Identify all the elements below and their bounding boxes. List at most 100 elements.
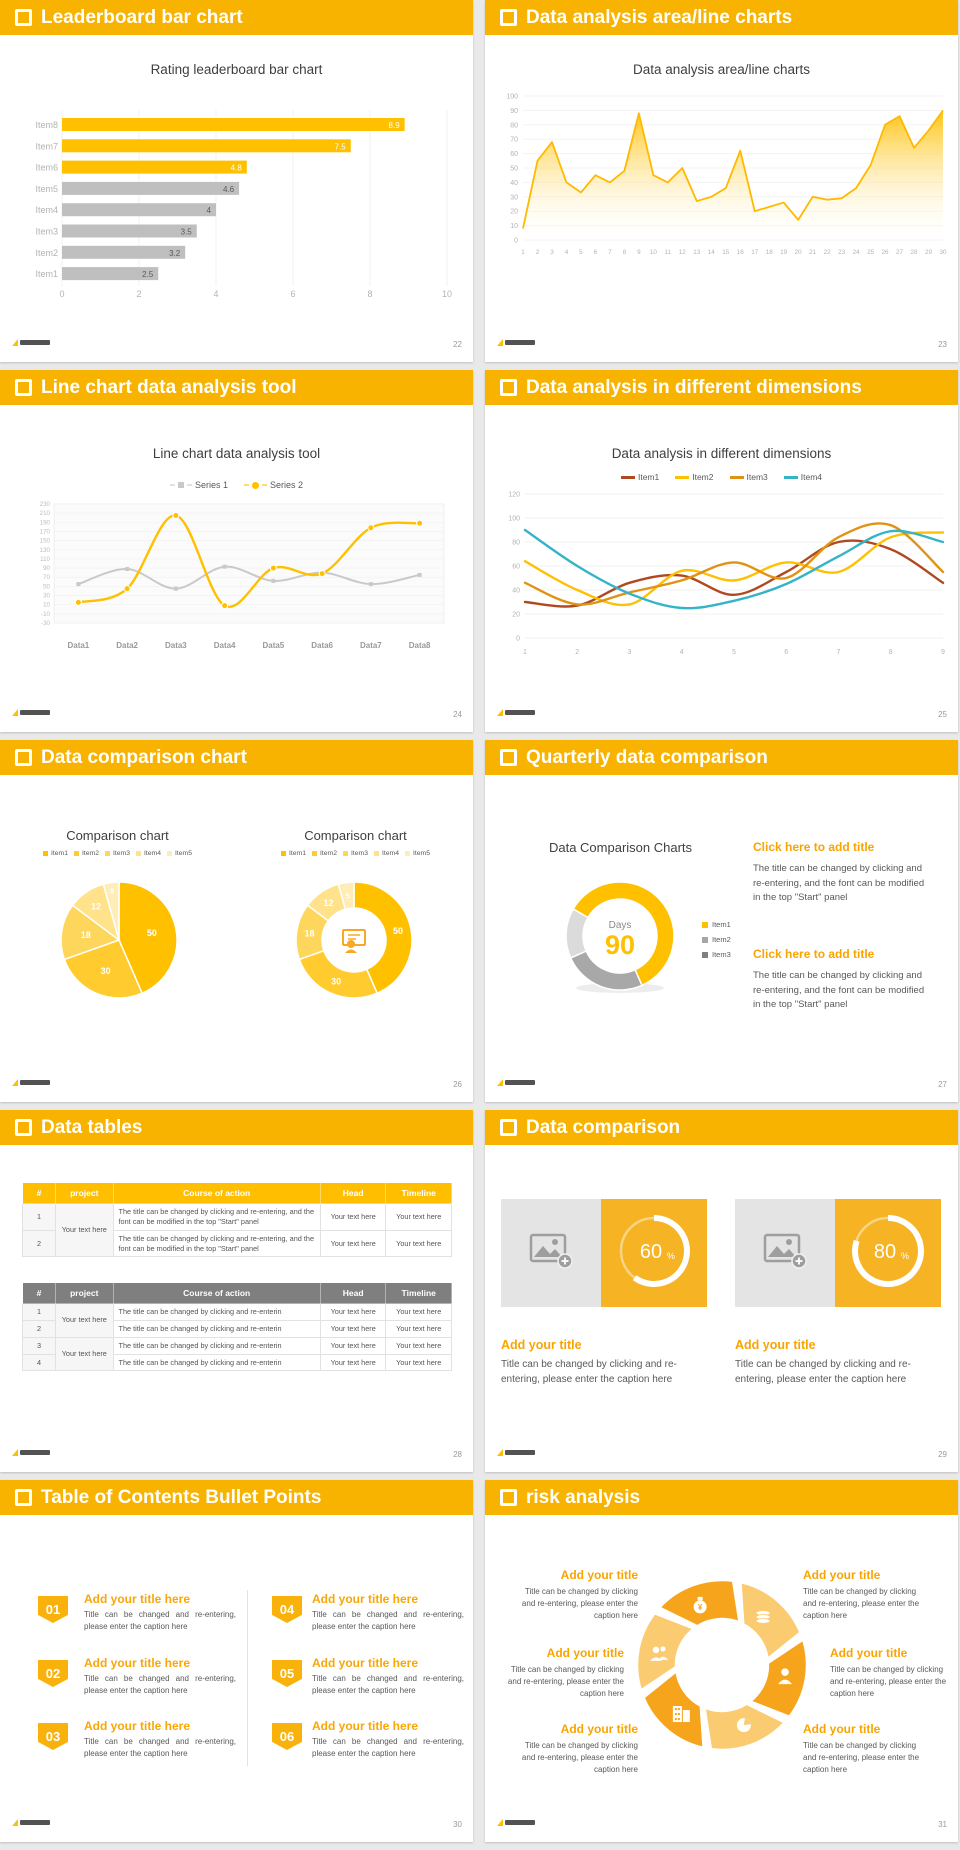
- toc-number-badge: 06: [272, 1723, 302, 1750]
- legend-label: Item4: [144, 850, 161, 857]
- legend-label: Item3: [746, 472, 768, 482]
- legend-marker-icon: [105, 851, 110, 856]
- slide-header-title: Data analysis in different dimensions: [526, 376, 862, 398]
- logo-wordmark: [505, 1450, 535, 1455]
- pie-slice: [337, 881, 355, 911]
- line-chart: 0 20 40 60 80 100 120 1 2 3 4 5 6 7 8 9: [495, 486, 950, 669]
- footer-logo: [12, 708, 56, 716]
- label: 110: [40, 556, 50, 563]
- slide-data-tables[interactable]: Data tables # project Course of action Head…: [0, 1110, 473, 1472]
- label: 100: [508, 516, 520, 523]
- label: 230: [40, 501, 51, 508]
- label: 5: [110, 887, 114, 896]
- label: 7: [837, 649, 841, 656]
- bar-chart: 0 2 4 6 8 10 Item8 8.9 Item7 7.5 Item6 4.8 Item5 4.6 I…: [14, 96, 461, 305]
- label: 2: [575, 649, 579, 656]
- label: 8: [889, 649, 893, 656]
- label: 5: [579, 249, 583, 256]
- person-icon: [778, 1668, 793, 1685]
- footer-logo: [12, 1448, 56, 1456]
- slide-data-comparison-cards[interactable]: Data comparison 60% Add your title Title…: [485, 1110, 958, 1472]
- bar: [62, 245, 186, 259]
- bar: [62, 118, 405, 131]
- slide-quarterly-comparison[interactable]: Quarterly data comparison Data Compariso…: [485, 740, 958, 1102]
- pinwheel-diagram: ¥: [627, 1570, 817, 1765]
- label: 10: [650, 249, 658, 256]
- label: 18: [304, 928, 314, 938]
- label: 80: [510, 122, 518, 129]
- label: 1: [523, 649, 527, 656]
- label: 0: [59, 289, 64, 299]
- toc-item-body: Title can be changed and re-entering, pl…: [312, 1737, 464, 1758]
- slide-risk-analysis[interactable]: risk analysis ¥ Add your title Title can …: [485, 1480, 958, 1842]
- image-placeholder: [735, 1199, 835, 1307]
- label: 120: [508, 492, 520, 499]
- toc-item-title: Add your title here: [312, 1592, 419, 1606]
- legend-label: Item4: [800, 472, 823, 482]
- slide-data-comparison-chart[interactable]: Data comparison chart Comparison chart C…: [0, 740, 473, 1102]
- bar: [62, 224, 197, 238]
- head: [781, 1668, 789, 1676]
- slide-dimension-analysis[interactable]: Data analysis in different dimensions Da…: [485, 370, 958, 732]
- window: [674, 1708, 677, 1711]
- footer-logo: [497, 1448, 541, 1456]
- legend-marker-icon: [281, 851, 286, 856]
- pinwheel-svg: ¥: [635, 1578, 809, 1752]
- label: 4.8: [231, 164, 243, 173]
- legend-marker-icon: [702, 936, 708, 943]
- donut-chart: 50 30 18 12 5: [288, 874, 420, 1011]
- data-point: [271, 578, 276, 583]
- logo-mark: [497, 1449, 503, 1456]
- label: 18: [81, 930, 91, 940]
- add-image-icon: [763, 1233, 807, 1274]
- risk-item-title: Add your title: [803, 1722, 881, 1736]
- logo-wordmark: [20, 1450, 50, 1455]
- window: [677, 1708, 680, 1711]
- label: 9: [637, 249, 641, 256]
- label: 30: [510, 194, 518, 201]
- label: 70: [43, 574, 50, 581]
- toc-item-title: Add your title here: [84, 1719, 191, 1733]
- table-cell: 1: [21, 1203, 57, 1231]
- legend-label: Item2: [712, 935, 731, 944]
- table-header-cell: Timeline: [385, 1282, 452, 1304]
- donut-slice: [572, 881, 675, 987]
- risk-item-title: Add your title: [560, 1722, 638, 1736]
- footer-logo: [12, 1818, 56, 1826]
- progress-panel: 80%: [835, 1199, 941, 1307]
- legend-item: Item3: [343, 850, 368, 857]
- label: 50: [147, 928, 157, 938]
- table-cell: Your text here: [385, 1353, 452, 1372]
- footer-logo: [497, 1078, 541, 1086]
- label: 28: [911, 249, 919, 256]
- label: 50: [393, 926, 403, 936]
- donut-slice: [565, 907, 589, 959]
- label: 18: [766, 249, 774, 256]
- risk-item-body: Title can be changed by clicking and re-…: [521, 1587, 638, 1620]
- chart-title: Data Comparison Charts: [548, 840, 693, 855]
- slide-area-line-charts[interactable]: Data analysis area/line charts Data anal…: [485, 0, 958, 362]
- square-bullet-icon: [500, 1119, 517, 1136]
- label: 80: [874, 1241, 896, 1263]
- label: 40: [512, 588, 520, 595]
- slide-header: Data tables: [0, 1110, 473, 1145]
- slide-toc-bullet-points[interactable]: Table of Contents Bullet Points 01 Add yo…: [0, 1480, 473, 1842]
- label: 23: [838, 249, 846, 256]
- risk-item-body: Title can be changed by clicking and re-…: [830, 1665, 947, 1698]
- slide-line-chart-tool[interactable]: Line chart data analysis tool Line chart…: [0, 370, 473, 732]
- slide-leaderboard-bar-chart[interactable]: Leaderboard bar chart Rating leaderboard…: [0, 0, 473, 362]
- slide-header-title: Data comparison: [526, 1116, 681, 1138]
- label: 8: [623, 249, 627, 256]
- slide-header: Data analysis area/line charts: [485, 0, 958, 35]
- label: 26: [882, 249, 890, 256]
- square-bullet-icon: [500, 749, 517, 766]
- label: Item3: [35, 227, 58, 237]
- table-row: 2 The title can be changed by clicking an…: [21, 1319, 452, 1338]
- table-header-cell: Timeline: [385, 1182, 452, 1204]
- label: 24: [853, 249, 861, 256]
- label: 4.6: [223, 185, 235, 194]
- page-number: 31: [938, 1820, 947, 1829]
- label: 90: [605, 930, 635, 960]
- label: 6: [290, 289, 295, 299]
- head: [660, 1646, 666, 1652]
